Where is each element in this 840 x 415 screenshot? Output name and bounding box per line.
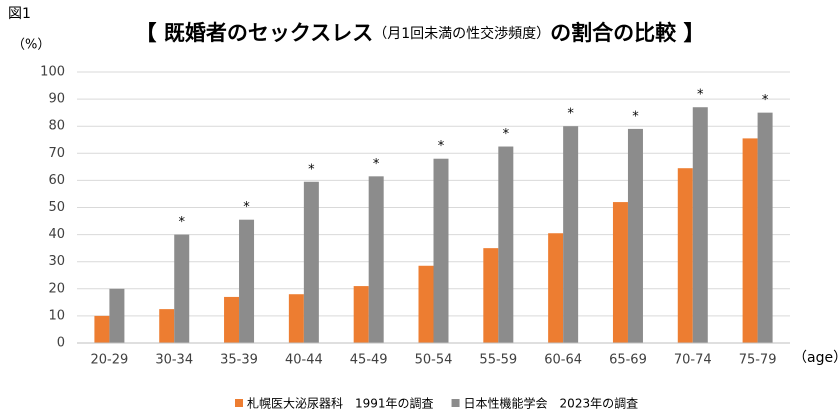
bar — [368, 176, 384, 343]
title-part: の割合の比較 】 — [550, 21, 704, 45]
significance-marker: * — [762, 93, 769, 108]
bar — [627, 128, 643, 343]
x-tick-label: 50-54 — [415, 353, 453, 368]
bar — [239, 219, 255, 343]
y-tick-label: 30 — [48, 254, 65, 269]
bar — [742, 138, 758, 343]
y-tick-label: 80 — [48, 119, 65, 134]
y-tick-label: 100 — [40, 65, 65, 80]
bar — [224, 296, 240, 343]
bar — [159, 309, 175, 343]
significance-marker: * — [438, 139, 445, 154]
x-tick-label: 30-34 — [155, 353, 193, 368]
y-tick-label: 50 — [48, 200, 65, 215]
significance-marker: * — [373, 157, 380, 172]
significance-marker: * — [503, 127, 510, 142]
bar — [94, 315, 110, 343]
legend-swatch — [451, 399, 460, 407]
x-axis-label: （age） — [793, 350, 840, 366]
y-axis-label: （%） — [12, 38, 50, 53]
y-tick-label: 10 — [48, 308, 65, 323]
bar — [498, 146, 514, 343]
bar — [677, 168, 693, 343]
bar — [612, 202, 628, 343]
chart-title: 【 既婚者のセックスレス（月1回未満の性交渉頻度）の割合の比較 】 — [136, 21, 705, 45]
bar — [483, 248, 499, 343]
x-tick-label: 75-79 — [739, 353, 777, 368]
x-tick-label: 65-69 — [609, 353, 647, 368]
bar — [563, 126, 579, 343]
y-tick-label: 70 — [48, 146, 65, 161]
significance-marker: * — [567, 107, 574, 122]
y-tick-label: 0 — [57, 336, 65, 351]
figure-label: 図1 — [8, 6, 31, 22]
title-part: （月1回未満の性交渉頻度） — [373, 25, 550, 42]
x-tick-label: 55-59 — [479, 353, 517, 368]
legend-label: 札幌医大泌尿器科 1991年の調査 — [247, 396, 434, 411]
legend-swatch — [235, 399, 243, 407]
bar — [757, 112, 773, 344]
y-tick-label: 20 — [48, 281, 65, 296]
bar — [692, 107, 708, 343]
bar — [109, 288, 125, 343]
significance-marker: * — [632, 109, 639, 124]
bar — [288, 294, 304, 343]
significance-marker: * — [243, 200, 250, 215]
bar — [433, 158, 449, 343]
bar — [418, 265, 434, 343]
significance-marker: * — [178, 215, 185, 230]
x-tick-label: 35-39 — [220, 353, 258, 368]
y-tick-label: 40 — [48, 227, 65, 242]
title-part: 【 既婚者のセックスレス — [136, 21, 374, 45]
legend-label: 日本性機能学会 2023年の調査 — [464, 396, 639, 411]
x-tick-label: 20-29 — [91, 353, 129, 368]
significance-marker: * — [697, 88, 704, 103]
bar — [174, 234, 190, 343]
x-tick-label: 70-74 — [674, 353, 712, 368]
x-tick-label: 60-64 — [544, 353, 582, 368]
y-tick-label: 90 — [48, 92, 65, 107]
y-tick-label: 60 — [48, 173, 65, 188]
bar — [353, 286, 369, 343]
x-tick-label: 45-49 — [350, 353, 388, 368]
x-tick-label: 40-44 — [285, 353, 323, 368]
bar — [548, 233, 564, 343]
bar — [303, 181, 319, 343]
significance-marker: * — [308, 162, 315, 177]
